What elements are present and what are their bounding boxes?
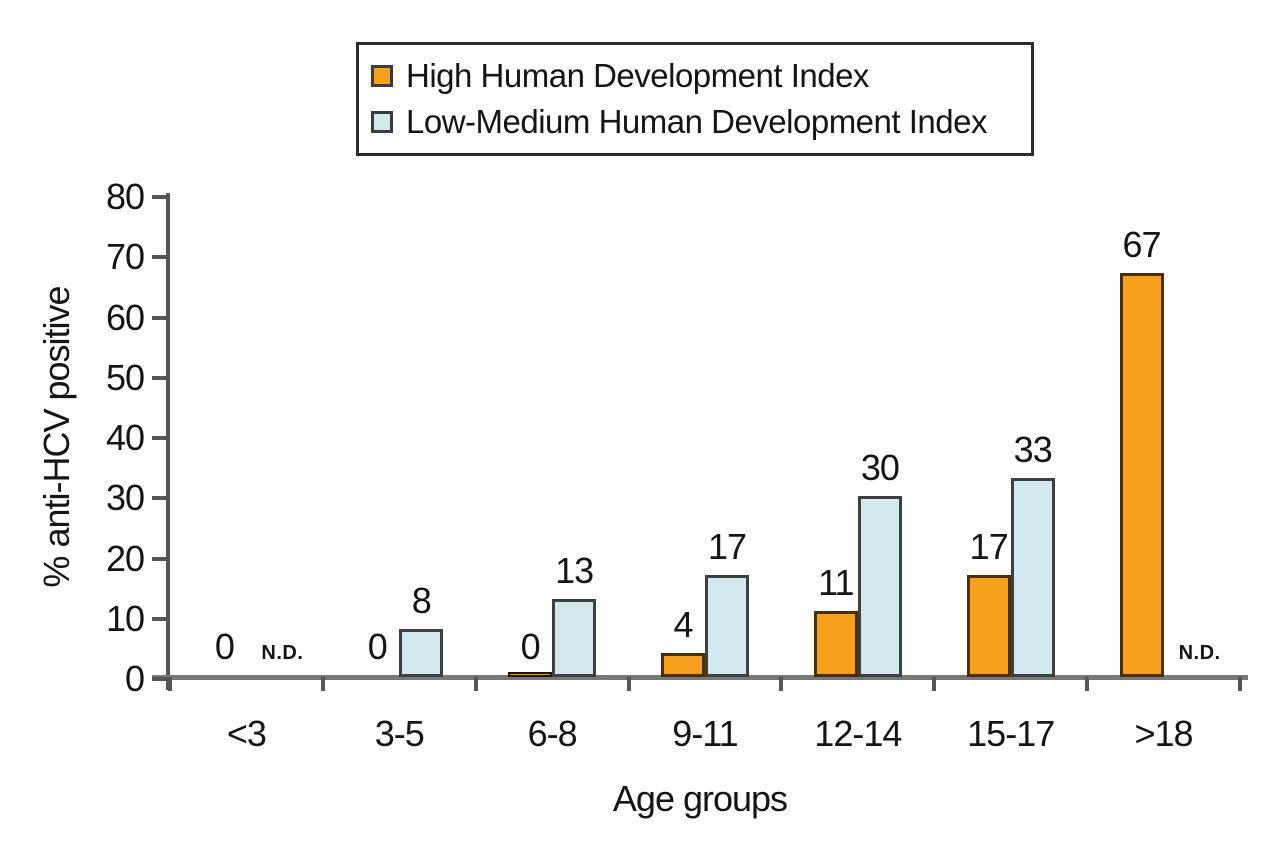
y-axis-tick-label: 20 [105, 537, 145, 579]
y-axis-tick [152, 436, 170, 440]
y-axis-tick [152, 255, 170, 260]
x-category-label: >18 [1134, 713, 1194, 754]
x-axis-tick [474, 677, 478, 691]
x-category-label: 6-8 [527, 713, 578, 754]
value-label-12-14: 11 [818, 562, 854, 603]
x-category-label: 12-14 [814, 713, 902, 754]
bar-high-hdi-12-14 [813, 611, 858, 677]
bar-high-hdi-6-8 [508, 672, 553, 677]
x-axis-tick [627, 677, 631, 691]
value-label-3-5: 0 [367, 626, 388, 667]
y-axis-tick-label: 70 [105, 236, 145, 278]
value-label-15-17: 17 [969, 526, 1009, 567]
x-axis-tick [1085, 677, 1089, 691]
value-label-6-8: 0 [520, 626, 541, 667]
y-axis-tick-label: 40 [105, 417, 145, 458]
legend-item-low-medium-hdi: Low-Medium Human Development Index [371, 103, 1019, 141]
x-axis-tick [932, 677, 936, 691]
x-axis-tick [779, 677, 783, 691]
y-axis-tick [152, 556, 170, 561]
x-axis-tick [1238, 677, 1242, 691]
value-label-<3: 0 [214, 626, 235, 667]
legend: High Human Development Index Low-Medium … [356, 42, 1034, 156]
y-axis-tick [152, 315, 170, 320]
y-axis-tick [152, 677, 170, 681]
x-category-label: 15-17 [967, 713, 1055, 754]
value-label-9-11: 4 [673, 604, 693, 645]
y-axis-line [166, 193, 170, 690]
y-axis-tick-label: 80 [105, 176, 145, 217]
bar-low-medium-hdi-9-11 [705, 575, 749, 677]
y-axis-tick-label: 0 [124, 658, 145, 699]
x-axis-tick [321, 677, 325, 691]
bar-low-medium-hdi-12-14 [857, 496, 902, 677]
bar-low-medium-hdi-3-5 [399, 629, 444, 677]
no-data-label-<3: N.D. [261, 642, 304, 664]
value-label-12-14: 30 [860, 447, 900, 488]
y-axis-tick-label: 10 [105, 597, 145, 639]
bar-high-hdi->18 [1119, 273, 1164, 677]
no-data-label->18: N.D. [1178, 642, 1221, 664]
value-label->18: 67 [1122, 224, 1162, 265]
x-axis-tick [168, 677, 172, 691]
legend-swatch-low-medium-hdi-icon [371, 111, 393, 133]
y-axis-tick [152, 195, 170, 199]
bar-high-hdi-9-11 [661, 653, 705, 677]
value-label-6-8: 13 [555, 550, 594, 591]
y-axis-tick-label: 50 [105, 356, 145, 398]
x-category-label: <3 [226, 713, 267, 754]
bar-low-medium-hdi-15-17 [1010, 478, 1055, 677]
legend-swatch-high-hdi-icon [371, 65, 393, 87]
x-category-label: 3-5 [374, 713, 425, 754]
y-axis-tick-label: 30 [105, 477, 145, 519]
x-category-label: 9-11 [672, 713, 738, 754]
x-axis-title: Age groups [612, 778, 788, 819]
legend-item-high-hdi: High Human Development Index [371, 57, 1019, 95]
y-axis-tick [152, 496, 170, 501]
bar-low-medium-hdi-6-8 [552, 599, 597, 677]
y-axis-tick [152, 375, 170, 380]
x-axis-line [152, 675, 1248, 680]
legend-label-high-hdi: High Human Development Index [406, 57, 869, 94]
value-label-15-17: 33 [1013, 429, 1053, 470]
y-axis-tick-label: 60 [105, 296, 145, 338]
y-axis-tick [152, 616, 170, 621]
value-label-3-5: 8 [411, 580, 432, 621]
legend-label-low-medium-hdi: Low-Medium Human Development Index [406, 103, 987, 140]
value-label-9-11: 17 [707, 526, 747, 567]
bar-high-hdi-15-17 [966, 575, 1011, 677]
